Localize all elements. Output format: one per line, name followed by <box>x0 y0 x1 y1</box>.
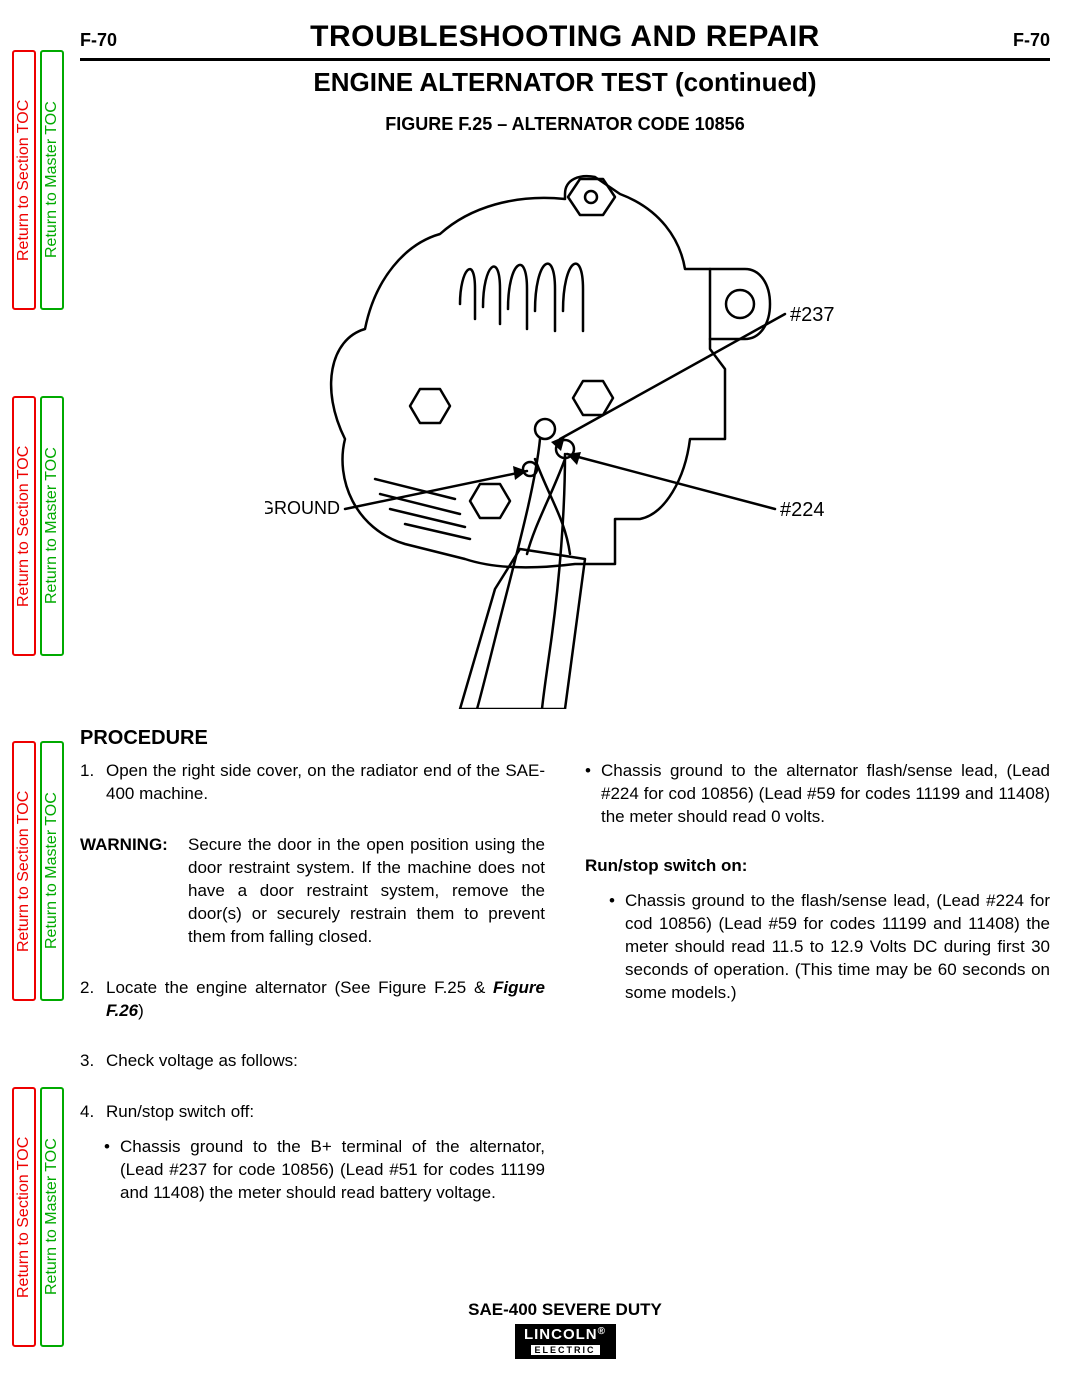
step-text: Check voltage as follows: <box>106 1050 545 1073</box>
step-2: 2. Locate the engine alternator (See Fig… <box>80 977 545 1023</box>
step-3: 3. Check voltage as follows: <box>80 1050 545 1073</box>
diagram-label-237: #237 <box>790 304 835 326</box>
return-section-toc-link[interactable]: Return to Section TOC <box>12 1087 36 1347</box>
step-1: 1. Open the right side cover, on the rad… <box>80 760 545 806</box>
warning-block: WARNING: Secure the door in the open pos… <box>80 834 545 949</box>
runstop-heading: Run/stop switch on: <box>585 855 1050 878</box>
brand-logo: LINCOLN® ELECTRIC <box>515 1324 616 1359</box>
page-number-right: F-70 <box>1013 30 1050 51</box>
return-section-toc-link[interactable]: Return to Section TOC <box>12 50 36 310</box>
step-number: 1. <box>80 760 106 806</box>
bullet-item: • Chassis ground to the B+ terminal of t… <box>104 1136 545 1205</box>
bullet-text: Chassis ground to the alternator flash/s… <box>601 760 1050 829</box>
step-text: Locate the engine alternator (See Figure… <box>106 977 545 1023</box>
registered-icon: ® <box>598 1326 606 1337</box>
step-number: 3. <box>80 1050 106 1073</box>
page-number-left: F-70 <box>80 30 117 51</box>
brand-subtitle: ELECTRIC <box>529 1343 602 1357</box>
page-title: TROUBLESHOOTING AND REPAIR <box>310 20 820 54</box>
return-section-toc-link[interactable]: Return to Section TOC <box>12 741 36 1001</box>
step-number: 2. <box>80 977 106 1023</box>
step-4: 4. Run/stop switch off: <box>80 1101 545 1124</box>
diagram-label-ground: GROUND <box>265 498 340 518</box>
bullet-text: Chassis ground to the flash/sense lead, … <box>625 890 1050 1005</box>
section-toc-column: Return to Section TOC Return to Section … <box>12 0 36 1397</box>
bullet-icon: • <box>609 890 625 1005</box>
bullet-icon: • <box>104 1136 120 1205</box>
warning-label: WARNING: <box>80 834 188 949</box>
left-column: 1. Open the right side cover, on the rad… <box>80 760 545 1215</box>
page-subtitle: ENGINE ALTERNATOR TEST (continued) <box>80 61 1050 114</box>
footer-model: SAE-400 SEVERE DUTY <box>80 1300 1050 1320</box>
side-nav-tabs: Return to Section TOC Return to Section … <box>12 0 64 1397</box>
return-section-toc-link[interactable]: Return to Section TOC <box>12 396 36 656</box>
step-text-a: Locate the engine alternator (See Figure… <box>106 978 493 997</box>
return-master-toc-link[interactable]: Return to Master TOC <box>40 1087 64 1347</box>
page-footer: SAE-400 SEVERE DUTY LINCOLN® ELECTRIC <box>80 1300 1050 1359</box>
step-number: 4. <box>80 1101 106 1124</box>
alternator-diagram: #237 GROUND #224 <box>265 139 865 709</box>
return-master-toc-link[interactable]: Return to Master TOC <box>40 396 64 656</box>
procedure-columns: 1. Open the right side cover, on the rad… <box>80 760 1050 1215</box>
step-text: Run/stop switch off: <box>106 1101 545 1124</box>
bullet-text: Chassis ground to the B+ terminal of the… <box>120 1136 545 1205</box>
bullet-icon: • <box>585 760 601 829</box>
page-header: F-70 TROUBLESHOOTING AND REPAIR F-70 <box>80 20 1050 61</box>
page-content: F-70 TROUBLESHOOTING AND REPAIR F-70 ENG… <box>80 20 1050 1377</box>
right-column: • Chassis ground to the alternator flash… <box>585 760 1050 1215</box>
return-master-toc-link[interactable]: Return to Master TOC <box>40 50 64 310</box>
warning-text: Secure the door in the open position usi… <box>188 834 545 949</box>
procedure-heading: PROCEDURE <box>80 727 1050 750</box>
diagram-label-224: #224 <box>780 499 825 521</box>
step-text-b: ) <box>138 1001 144 1020</box>
bullet-item: • Chassis ground to the flash/sense lead… <box>609 890 1050 1005</box>
figure-caption: FIGURE F.25 – ALTERNATOR CODE 10856 <box>80 114 1050 135</box>
bullet-item: • Chassis ground to the alternator flash… <box>585 760 1050 829</box>
brand-name: LINCOLN <box>524 1326 598 1343</box>
step-text: Open the right side cover, on the radiat… <box>106 760 545 806</box>
return-master-toc-link[interactable]: Return to Master TOC <box>40 741 64 1001</box>
master-toc-column: Return to Master TOC Return to Master TO… <box>40 0 64 1397</box>
